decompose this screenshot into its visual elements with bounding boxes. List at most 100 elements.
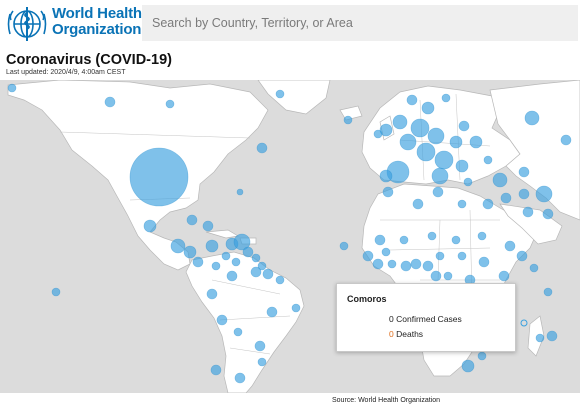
bubble-bolivia [233,327,243,337]
bubble-mali [399,235,409,245]
bubble-gabon [430,270,442,282]
bubble-sudan [477,231,487,241]
bubble-mexico [143,219,157,233]
bubble-canada-2 [165,99,175,109]
bubble-caribbean-9 [242,246,254,258]
bubble-pacific-1 [51,287,61,297]
brand-line-1: World Health [52,5,142,22]
bubble-europe-6 [434,150,454,170]
land-asia [489,80,580,221]
tooltip-country-name: Comoros [347,294,387,304]
bubble-italy [431,167,449,185]
land-greenland [257,80,331,115]
brand-name[interactable]: World Health Organization [52,6,142,38]
world-map[interactable] [0,80,580,393]
bubble-caribbean-11 [257,261,267,271]
bubble-cameroon [435,251,445,261]
bubble-algeria [412,198,424,210]
bubble-kazakhstan [560,134,572,146]
bubble-kenya [498,270,510,282]
bubble-uganda [478,256,490,268]
tooltip-deaths-label: Deaths [396,329,424,339]
who-emblem-icon[interactable] [6,4,48,44]
bubble-caribbean-6 [192,256,204,268]
bubble-car [457,251,467,261]
bubble-congo [443,271,453,281]
bubble-westafrica-6 [422,260,434,272]
bubble-israel [500,192,512,204]
bubble-tunisia [432,186,444,198]
bubble-caribbean-4 [170,238,186,254]
bubble-caribbean-10 [251,253,261,263]
bubble-caribbean-8 [233,233,251,251]
bubble-ethiopia [504,240,516,252]
bubble-europe-4 [399,133,417,151]
bubble-guyana [275,275,285,285]
bubble-caribbean-13 [221,251,231,261]
country-tooltip: Comoros 0 Confirmed Cases 0 Deaths [336,283,516,352]
bubble-senegal [374,234,386,246]
bubble-chad [451,235,461,245]
bubble-europe-7 [449,135,463,149]
bubble-uk [379,123,393,137]
tooltip-deaths-row: 0 Deaths [389,329,423,339]
bubble-colombia [226,270,238,282]
bubble-libya [457,199,467,209]
bubble-caribbean-5 [183,245,197,259]
bubble-europe-8 [458,120,470,132]
bubble-egypt [482,198,494,210]
bubble-westafrica-3 [387,259,397,269]
comoros-marker [520,319,528,327]
bubble-europe-9 [469,135,483,149]
bubble-balkans [455,159,469,173]
bubble-greenland [275,89,285,99]
bubble-westafrica-4 [400,260,412,272]
tooltip-deaths-value: 0 [389,329,394,339]
case-bubbles [7,83,572,384]
title-bar [0,48,580,80]
bubble-caribbean-12 [262,268,274,280]
land-madagascar [527,315,545,357]
bubble-southafrica [461,359,475,373]
bubble-chile [210,364,222,376]
bubble-europe-1 [392,114,408,130]
bubble-caribbean-2 [202,220,214,232]
bubble-morocco [382,186,394,198]
bubble-somalia [529,263,539,273]
bubble-alaska [7,83,17,93]
bubble-djibouti [516,250,528,262]
bubble-saudi [522,206,534,218]
bubble-ecuador [206,288,218,300]
bubble-mauritius [546,330,558,342]
land-iceland [339,105,363,121]
tooltip-confirmed-value: 0 [389,314,394,324]
bubble-argentina [234,372,246,384]
bubble-caribbean-14 [231,257,241,267]
bubble-finland [441,93,451,103]
search-input[interactable] [142,5,578,41]
bubble-southafrica-2 [477,351,487,361]
page-title: Coronavirus (COVID-19) [6,52,172,68]
bubble-iceland [343,115,353,125]
bubble-madagascar [535,333,545,343]
bubble-greece [463,177,473,187]
bubble-sweden [421,101,435,115]
bubble-europe-10 [483,155,493,165]
bubble-caribbean-15 [211,261,221,271]
bubble-ireland [373,129,383,139]
brand-line-2: Organization [52,21,142,38]
bubble-paraguay [254,340,266,352]
bubble-turkey [492,172,508,188]
country-borders [59,93,500,355]
tooltip-confirmed-row: 0 Confirmed Cases [389,314,462,324]
bubble-caribbean-3 [205,239,219,253]
bubble-westafrica-5 [410,258,422,270]
bubble-canada-1 [104,96,116,108]
bubble-westafrica-2 [372,258,384,270]
land-south-america [185,251,305,393]
tooltip-confirmed-label: Confirmed Cases [396,314,462,324]
bubble-europe-2 [410,118,430,138]
last-updated: Last updated: 2020/4/9, 4:00am CEST [6,69,126,76]
bubble-seychelles [543,287,553,297]
bubble-caribbean-1 [186,214,198,226]
